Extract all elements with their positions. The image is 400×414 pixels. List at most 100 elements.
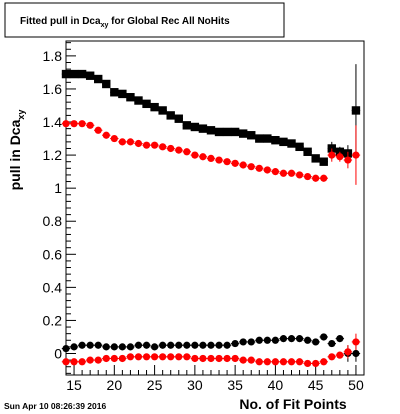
data-point: [126, 343, 135, 351]
data-point: [182, 121, 192, 130]
data-point: [295, 142, 304, 152]
data-point: [191, 341, 199, 349]
data-point: [328, 353, 336, 361]
data-point: [238, 129, 248, 138]
data-point: [159, 353, 167, 361]
data-point: [118, 343, 126, 351]
data-point: [134, 139, 143, 148]
data-point: [295, 171, 304, 179]
data-point: [86, 356, 94, 364]
y-tick-label: 0.6: [43, 246, 63, 262]
data-point: [85, 71, 95, 80]
data-point: [304, 172, 312, 181]
data-point: [344, 156, 352, 164]
data-point: [86, 341, 94, 349]
data-point: [279, 358, 288, 366]
data-point: [175, 341, 183, 349]
data-point: [319, 157, 328, 166]
data-point: [312, 338, 320, 346]
data-point: [263, 166, 271, 174]
data-point: [295, 358, 304, 366]
data-point: [239, 338, 247, 346]
data-point: [78, 120, 86, 128]
data-point: [351, 106, 361, 115]
data-point: [207, 154, 215, 162]
data-point: [223, 354, 231, 363]
data-point: [126, 93, 135, 102]
data-point: [191, 354, 199, 363]
data-point: [86, 121, 94, 129]
data-point: [102, 131, 110, 139]
data-point: [94, 356, 102, 364]
data-point: [255, 336, 263, 344]
y-tick-label: 1.4: [43, 114, 63, 130]
data-point: [271, 136, 280, 145]
data-point: [94, 341, 102, 349]
data-point: [78, 341, 86, 349]
data-point: [214, 127, 224, 137]
data-point: [311, 154, 320, 163]
data-point: [183, 353, 191, 361]
data-point: [255, 164, 263, 172]
data-point: [230, 127, 240, 137]
data-point: [304, 336, 312, 344]
data-point: [159, 341, 167, 349]
y-tick-label: 0.2: [43, 312, 63, 328]
axes: 15 20 25 30 35 40 45 50 0 0.2 0.4 0.6 0.8 1 1.2 1.4 1.6 1…: [43, 42, 365, 393]
data-point: [336, 153, 344, 161]
data-point: [263, 358, 271, 366]
data-point: [167, 144, 175, 153]
data-point: [126, 353, 135, 361]
y-tick-label: 1: [54, 180, 62, 196]
data-point: [70, 343, 78, 351]
data-point: [304, 359, 312, 368]
data-point: [142, 341, 151, 349]
data-point: [183, 148, 191, 156]
data-point: [159, 143, 167, 151]
data-point: [174, 114, 183, 123]
data-point: [77, 69, 87, 79]
data-point: [223, 158, 231, 166]
x-tick-label: 30: [187, 377, 203, 393]
data-marks: [61, 64, 361, 368]
data-point: [231, 339, 239, 348]
data-point: [134, 353, 143, 361]
data-point: [118, 354, 126, 363]
data-point: [279, 137, 288, 147]
data-point: [287, 139, 296, 148]
data-point: [167, 341, 175, 349]
x-tick-label: 20: [107, 377, 123, 393]
data-point: [190, 122, 200, 132]
data-point: [207, 341, 215, 349]
series-1: [61, 64, 361, 166]
data-point: [295, 335, 304, 343]
data-point: [231, 354, 239, 363]
data-point: [231, 159, 239, 167]
data-point: [312, 174, 320, 182]
y-tick-label: 1.8: [43, 48, 63, 64]
data-point: [150, 343, 159, 351]
data-point: [70, 120, 78, 128]
data-point: [118, 138, 126, 146]
data-point: [312, 359, 320, 368]
data-point: [320, 174, 328, 182]
data-point: [263, 134, 272, 143]
data-point: [215, 354, 223, 363]
data-point: [110, 354, 118, 363]
data-point: [287, 358, 296, 366]
data-point: [336, 351, 344, 359]
y-axis-title: pull in Dcaxy: [7, 110, 26, 191]
data-point: [247, 338, 255, 346]
data-point: [134, 96, 143, 105]
data-point: [199, 153, 207, 161]
data-point: [110, 88, 119, 97]
data-point: [175, 353, 183, 361]
data-point: [175, 146, 183, 154]
data-point: [336, 335, 344, 343]
data-point: [320, 358, 328, 366]
data-point: [150, 353, 159, 361]
svg-text:pull in Dcaxy: pull in Dcaxy: [7, 110, 26, 191]
data-point: [62, 120, 70, 128]
data-point: [110, 343, 118, 351]
